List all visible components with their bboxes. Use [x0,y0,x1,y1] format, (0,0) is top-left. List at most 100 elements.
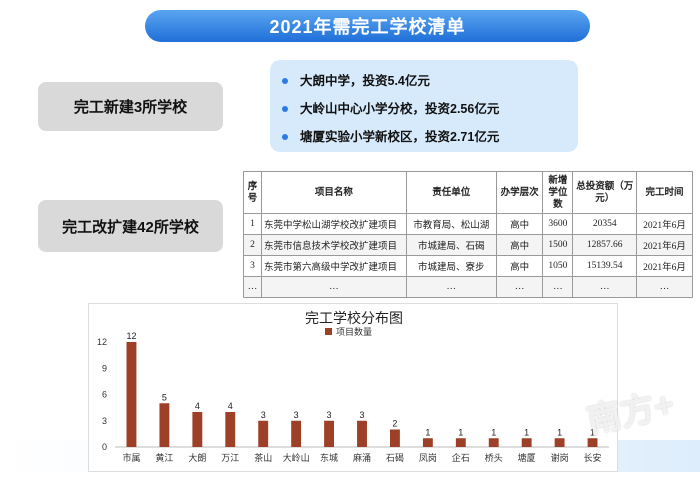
x-tick-label: 谢岗 [551,452,569,464]
bullet-icon [282,106,288,112]
list-item-text: 塘厦实验小学新校区，投资2.71亿元 [300,130,500,144]
table-cell: 2021年6月 [636,213,693,235]
projects-table: 序号 项目名称 责任单位 办学层次 新增学位数 总投资额（万元） 完工时间 1 … [243,171,693,298]
bullet-icon [282,134,288,140]
data-label: 3 [327,410,332,420]
data-label: 1 [491,427,496,437]
bar [126,342,137,447]
table-cell: 东莞市信息技术学校改扩建项目 [260,234,407,256]
bar [488,438,499,447]
x-tick-label: 万江 [221,453,239,464]
table-cell: … [495,276,544,298]
bar [554,438,565,447]
col-header-investment: 总投资额（万元） [572,171,638,214]
data-label: 4 [195,401,200,411]
table-row: 1 东莞中学松山湖学校改扩建项目 市教育局、松山湖 高中 3600 20354 … [243,213,693,235]
y-tick-label: 0 [102,442,107,452]
table-cell: 2021年6月 [636,255,693,277]
bar [225,412,236,447]
table-row: 2 东莞市信息技术学校改扩建项目 市城建局、石碣 高中 1500 12857.6… [243,234,693,256]
table-cell: 1500 [542,234,574,256]
table-cell: … [405,276,497,298]
table-cell: 3600 [542,213,574,235]
list-item: 大朗中学，投资5.4亿元 [282,67,578,95]
bar [324,420,335,447]
new-schools-list: 大朗中学，投资5.4亿元 大岭山中心小学分校，投资2.56亿元 塘厦实验小学新校… [270,60,578,152]
bar [587,438,598,447]
data-label: 12 [126,331,136,341]
bullet-icon [282,78,288,84]
table-cell: 高中 [495,255,544,277]
page-title: 2021年需完工学校清单 [145,10,590,42]
bar [455,438,466,447]
bar [291,420,302,447]
data-label: 2 [392,419,397,429]
table-cell: 东莞中学松山湖学校改扩建项目 [260,213,407,235]
bar [357,420,367,447]
distribution-chart: 完工学校分布图 项目数量 0 3 6 9 12 12 市属 5 黄江 4 大朗 4 万江 3 茶山 3 大岭山… [88,303,618,472]
legend-swatch [325,328,332,335]
data-label: 4 [228,401,233,411]
table-cell: 15139.54 [572,255,638,277]
table-cell: 高中 [495,234,544,256]
y-tick-label: 9 [102,363,107,373]
bar [521,438,532,447]
data-label: 1 [458,427,463,437]
x-tick-label: 塘厦 [518,452,536,464]
table-cell: 市城建局、寮步 [405,255,497,277]
table-cell: 高中 [495,213,544,235]
bar [192,412,203,447]
bar [159,403,170,447]
col-header-index: 序号 [243,171,262,214]
data-label: 1 [524,427,529,437]
x-tick-label: 大朗 [188,452,206,464]
x-tick-label: 大岭山 [283,452,310,464]
y-tick-label: 6 [102,390,107,400]
list-item-text: 大朗中学，投资5.4亿元 [300,74,430,88]
table-cell: 12857.66 [572,234,638,256]
table-cell: … [260,276,407,298]
table-cell: 2021年6月 [636,234,693,256]
table-cell: … [572,276,638,298]
legend-label: 项目数量 [336,326,372,337]
list-item: 大岭山中心小学分校，投资2.56亿元 [282,95,578,123]
table-cell: … [542,276,574,298]
col-header-seats: 新增学位数 [542,171,574,214]
table-cell: 3 [243,255,262,277]
col-header-level: 办学层次 [495,171,544,214]
table-cell: 市城建局、石碣 [405,234,497,256]
data-label: 1 [557,427,562,437]
data-label: 1 [425,427,430,437]
table-cell: 2 [243,234,262,256]
table-row: … … … … … … … [243,276,693,298]
table-cell: … [243,276,262,298]
list-item: 塘厦实验小学新校区，投资2.71亿元 [282,123,578,151]
bar [389,429,400,447]
table-cell: … [636,276,693,298]
table-cell: 20354 [572,213,638,235]
bar [258,420,269,447]
list-item-text: 大岭山中心小学分校，投资2.56亿元 [300,102,500,116]
y-tick-label: 12 [97,337,107,347]
x-tick-label: 黄江 [155,452,173,464]
x-tick-label: 市属 [122,452,140,464]
new-schools-label: 完工新建3所学校 [38,82,223,131]
x-tick-label: 石碣 [386,453,404,464]
x-tick-label: 桥头 [485,452,503,464]
data-label: 1 [590,427,595,437]
table-cell: 1050 [542,255,574,277]
col-header-completion: 完工时间 [636,171,693,214]
col-header-unit: 责任单位 [405,171,497,214]
col-header-name: 项目名称 [260,171,407,214]
table-cell: 市教育局、松山湖 [405,213,497,235]
table-cell: 东莞市第六高级中学改扩建项目 [260,255,407,277]
x-tick-label: 麻涌 [353,452,371,464]
table-row: 3 东莞市第六高级中学改扩建项目 市城建局、寮步 高中 1050 15139.5… [243,255,693,277]
data-label: 5 [162,392,167,402]
x-tick-label: 企石 [452,452,470,464]
bars-group: 12 市属 5 黄江 4 大朗 4 万江 3 茶山 3 大岭山 3 东城 3 麻涌 2 石碣 1 凤岗 1 企石 1 桥头 1 塘… [122,331,601,464]
x-tick-label: 东城 [320,452,338,464]
chart-title: 完工学校分布图 [305,310,403,326]
